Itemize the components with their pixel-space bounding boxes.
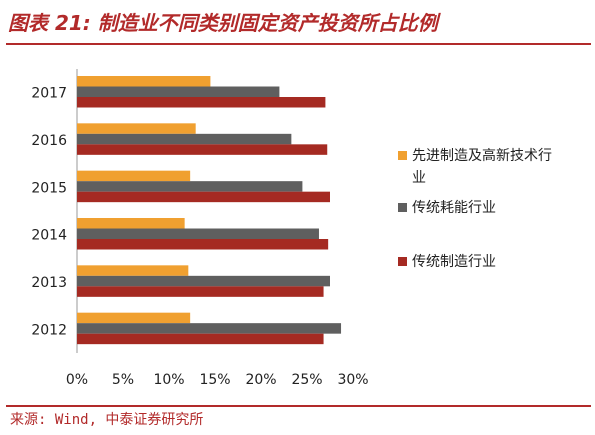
bar-2017-series-3 [77, 97, 326, 108]
legend-label-series-2: 传统耗能行业 [412, 200, 496, 216]
y-tick-label: 2015 [31, 180, 67, 196]
bar-2015-series-2 [77, 181, 303, 192]
y-tick-label: 2012 [31, 322, 67, 338]
bar-2014-series-2 [77, 228, 319, 239]
x-tick-label: 20% [245, 372, 276, 388]
x-tick-label: 30% [337, 372, 368, 388]
bar-2013-series-2 [77, 275, 330, 287]
bar-2012-series-1 [77, 312, 191, 324]
bar-2015-series-1 [77, 170, 191, 182]
bar-2012-series-2 [77, 323, 342, 334]
legend-label-series-3: 传统制造行业 [412, 254, 496, 270]
x-tick-label: 5% [112, 372, 134, 388]
bar-2014-series-3 [77, 239, 329, 250]
x-tick-label: 25% [291, 372, 322, 388]
legend-swatch-series-3 [398, 257, 407, 266]
legend-label-series-1: 先进制造及高新技术行 [412, 147, 552, 164]
bar-2015-series-3 [77, 191, 330, 203]
x-tick-label: 15% [199, 372, 230, 388]
bar-2016-series-2 [77, 133, 292, 145]
y-tick-label: 2014 [31, 228, 67, 244]
bar-2014-series-1 [77, 218, 185, 229]
x-tick-label: 10% [153, 372, 184, 388]
legend-swatch-series-1 [398, 151, 407, 160]
bar-2016-series-3 [77, 144, 328, 155]
legend-label-series-1: 业 [412, 170, 426, 186]
footer-divider [6, 405, 591, 407]
legend-swatch-series-2 [398, 203, 407, 212]
chart-title: 图表 21: 制造业不同类别固定资产投资所占比例 [8, 11, 438, 35]
source-note: 来源: Wind, 中泰证券研究所 [10, 412, 204, 428]
bar-2013-series-1 [77, 265, 189, 276]
y-tick-label: 2013 [31, 275, 67, 291]
bar-2017-series-1 [77, 76, 211, 87]
bar-2017-series-2 [77, 86, 280, 97]
y-tick-label: 2017 [31, 86, 67, 102]
bar-2016-series-1 [77, 123, 196, 134]
x-tick-label: 0% [66, 372, 88, 388]
y-tick-label: 2016 [31, 133, 67, 149]
bar-2013-series-3 [77, 286, 324, 297]
bar-chart: 2017 2016 2015 2014 2013 2012 0% 5% 10% 15% 20% 25%… [31, 69, 552, 388]
title-divider [6, 43, 591, 45]
bar-2012-series-3 [77, 333, 324, 345]
